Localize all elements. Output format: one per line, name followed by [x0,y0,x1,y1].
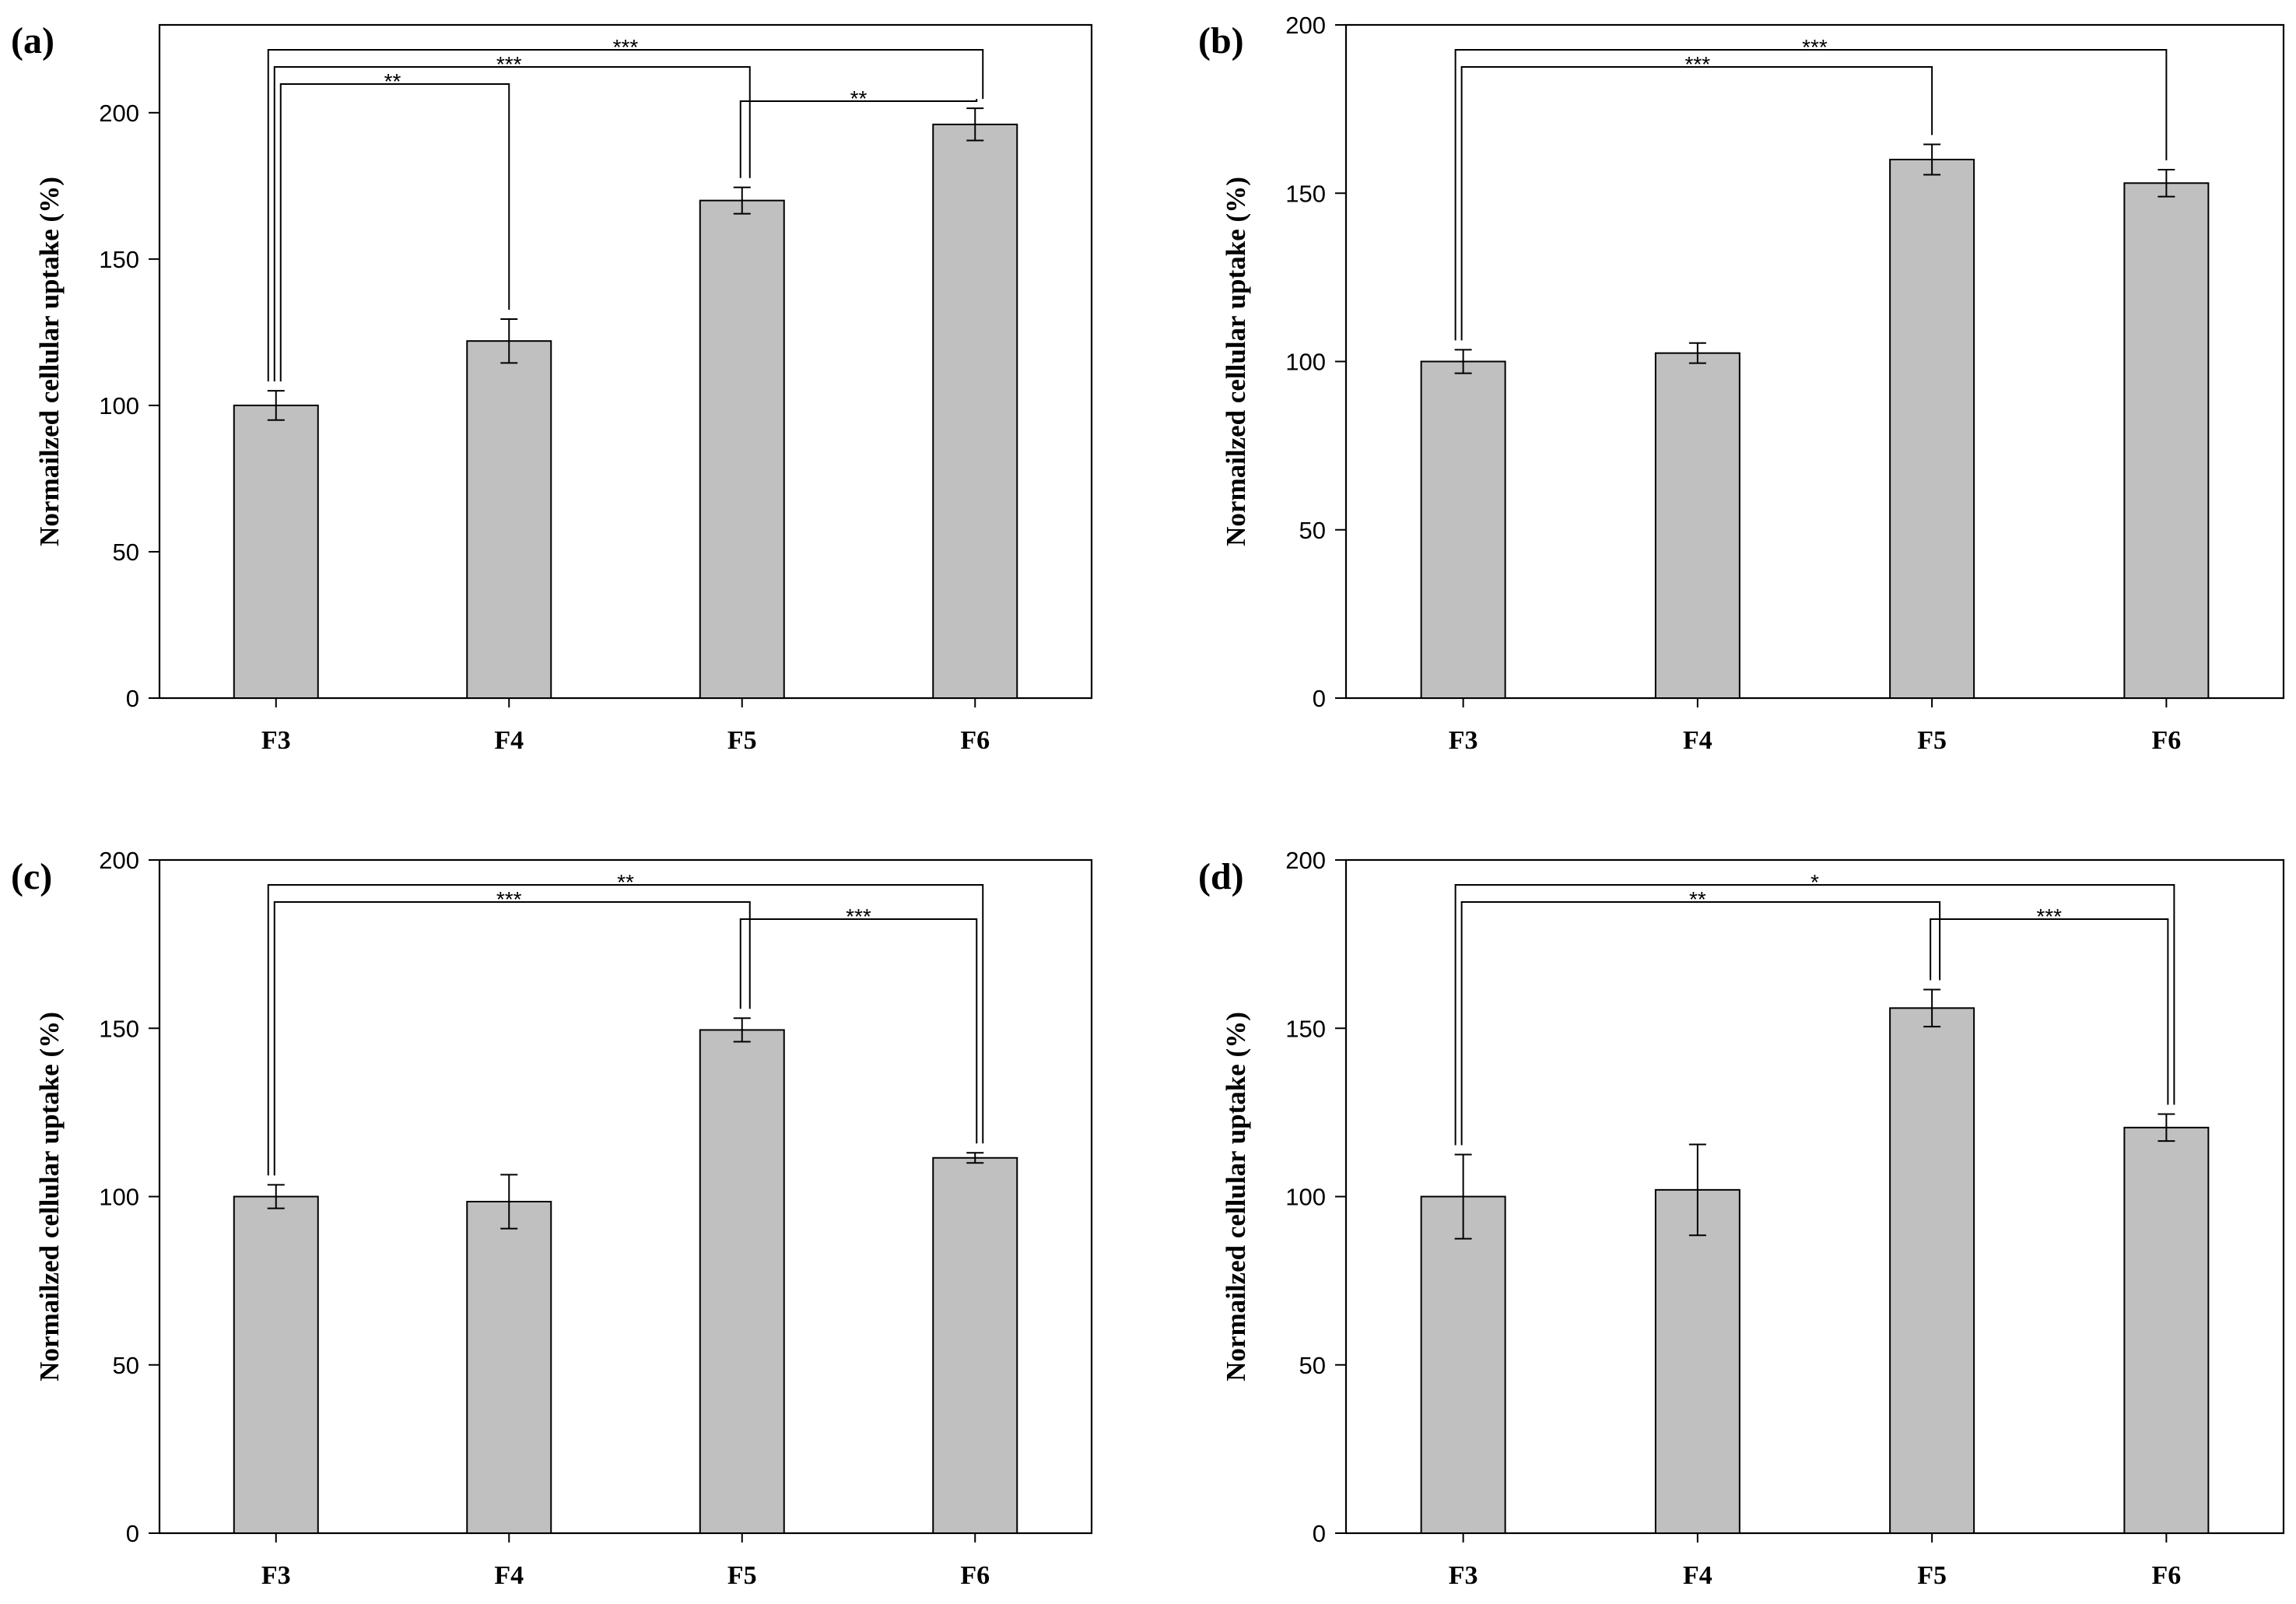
chart-panel-3: (c) Normailzed cellular uptake (%) 0 50 100 1… [11,847,1093,1590]
significance-label: *** [496,887,522,911]
panel-label: (c) [11,856,52,897]
bar-F3 [1420,1195,1506,1534]
y-tick-label: 50 [1299,1352,1326,1379]
y-tick-label: 0 [1313,685,1326,712]
significance-bracket [1460,901,1941,1146]
y-tick-label: 0 [126,1520,139,1547]
significance-bracket [279,83,510,382]
y-tick-label: 200 [1285,12,1326,39]
significance-bracket [267,884,984,1176]
x-tick-label: F6 [960,726,990,755]
bar-F4 [1654,1188,1740,1534]
bar-F6 [2123,1126,2210,1534]
x-tick-label: F6 [2151,1561,2181,1590]
y-axis-label: Normailzed cellular uptake (%) [34,1012,65,1381]
y-tick-label: 150 [1285,180,1326,207]
y-tick-label: 100 [1285,1184,1326,1211]
bar-F3 [233,404,319,699]
significance-label: *** [1802,35,1828,59]
significance-bracket [273,901,751,1176]
significance-label: ** [617,870,634,894]
y-tick-label: 100 [99,1184,139,1211]
x-tick-label: F3 [1449,726,1478,755]
y-axis-label: Normailzed cellular uptake (%) [1221,177,1251,546]
significance-bracket [739,99,978,178]
x-tick-label: F5 [727,726,757,755]
significance-bracket [1454,49,2168,341]
bar-F6 [2123,182,2210,699]
significance-label: *** [846,904,871,928]
x-tick-label: F4 [494,726,524,755]
significance-label: ** [384,69,401,93]
panel-label: (a) [11,20,54,61]
y-tick-label: 200 [99,100,139,127]
y-tick-label: 100 [99,392,139,419]
bar-F6 [932,1156,1018,1534]
chart-panel-1: (a) Normailzed cellular uptake (%) 0 50 100 1… [11,20,1093,755]
y-axis-label: Normailzed cellular uptake (%) [1221,1012,1251,1381]
bar-F4 [466,1200,552,1535]
bar-F5 [1889,1007,1975,1535]
y-tick-label: 50 [1299,517,1326,544]
significance-bracket [1460,66,1933,341]
bar-F5 [1889,159,1975,699]
significance-bracket [1930,918,2169,1105]
x-tick-label: F6 [960,1561,990,1590]
significance-label: ** [1689,887,1706,911]
x-tick-label: F4 [494,1561,524,1590]
significance-label: ** [850,86,868,111]
x-tick-label: F5 [727,1561,757,1590]
x-tick-label: F4 [1683,726,1712,755]
x-tick-label: F6 [2151,726,2181,755]
y-tick-label: 150 [99,246,139,273]
x-tick-label: F3 [1449,1561,1478,1590]
significance-label: *** [613,35,639,59]
y-tick-label: 50 [113,539,139,566]
y-tick-label: 100 [1285,349,1326,376]
x-tick-label: F3 [261,1561,291,1590]
significance-label: *** [496,52,522,76]
chart-panel-4: (d) Normailzed cellular uptake (%) 0 50 100 1… [1198,847,2285,1590]
y-tick-label: 0 [1313,1520,1326,1547]
bar-F3 [233,1195,319,1534]
bar-F5 [699,1029,785,1534]
x-tick-label: F5 [1917,726,1947,755]
y-tick-label: 0 [126,685,139,712]
x-tick-label: F3 [261,726,291,755]
y-tick-label: 200 [1285,847,1326,874]
plot-frame [158,23,1093,700]
bar-F4 [466,340,552,699]
y-tick-label: 50 [113,1352,139,1379]
y-tick-label: 150 [99,1015,139,1042]
bar-F6 [932,123,1018,699]
significance-label: * [1811,870,1819,894]
chart-panel-2: (b) Normailzed cellular uptake (%) 0 50 100 1… [1198,12,2285,755]
significance-bracket [1454,884,2175,1146]
significance-bracket [273,66,751,382]
bar-F4 [1654,352,1740,699]
significance-bracket [739,918,978,1144]
significance-label: *** [1685,52,1711,76]
y-axis-label: Normailzed cellular uptake (%) [34,177,65,546]
x-tick-label: F5 [1917,1561,1947,1590]
panel-label: (d) [1198,856,1244,897]
y-tick-label: 150 [1285,1015,1326,1042]
bar-F3 [1420,360,1506,699]
y-tick-label: 200 [99,847,139,874]
significance-label: *** [2036,904,2062,928]
x-tick-label: F4 [1683,1561,1712,1590]
bar-F5 [699,199,785,699]
panel-label: (b) [1198,20,1244,61]
significance-bracket [267,49,984,382]
